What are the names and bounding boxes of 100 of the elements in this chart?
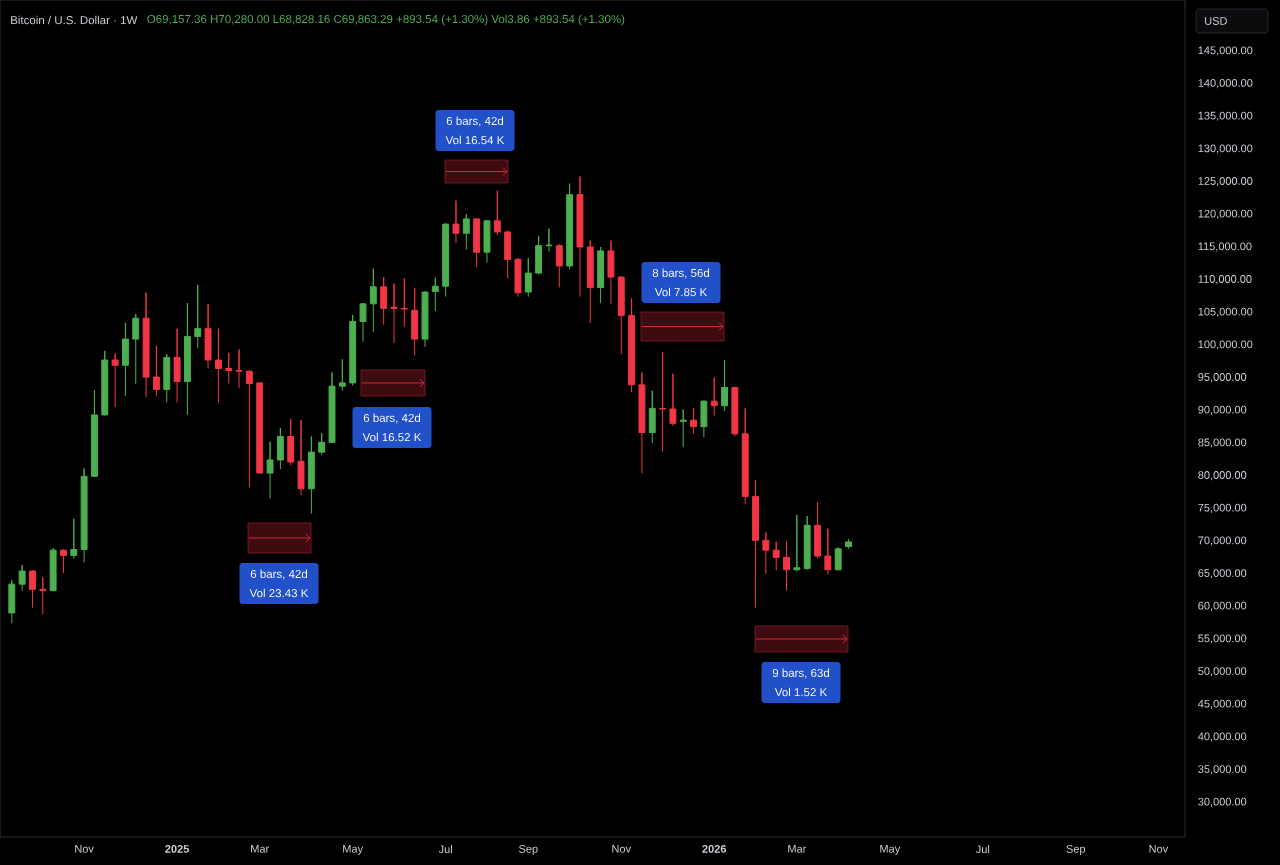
candlestick <box>586 239 594 324</box>
x-tick-label: Sep <box>519 845 538 855</box>
candlestick <box>318 432 326 456</box>
candlestick <box>834 547 842 571</box>
annotation: Vol 23.43 K <box>249 588 309 598</box>
x-tick-label: May <box>343 845 364 855</box>
candlestick <box>442 222 450 298</box>
candlestick <box>132 313 140 385</box>
y-tick-label: 125,000.00 <box>1198 177 1253 187</box>
annotation: 9 bars, 63d <box>772 668 830 679</box>
candlestick <box>566 183 574 270</box>
candlestick <box>824 528 832 575</box>
y-tick-label: 65,000.00 <box>1198 569 1247 579</box>
candlestick <box>390 283 398 344</box>
candlestick <box>483 219 491 264</box>
candlestick <box>18 564 26 592</box>
candlestick <box>173 328 181 403</box>
candlestick <box>752 479 759 609</box>
x-tick-label: Nov <box>1149 845 1169 853</box>
candlestick <box>29 569 36 609</box>
y-tick-label: 110,000.00 <box>1198 275 1252 285</box>
candlestick <box>266 441 274 500</box>
candlestick <box>214 328 222 403</box>
candlestick <box>349 314 357 386</box>
candlestick <box>803 515 811 571</box>
candlestick <box>514 257 522 298</box>
candlestick <box>400 277 408 328</box>
y-tick-label: 145,000.00 <box>1198 46 1253 56</box>
x-tick-label: Mar <box>788 845 807 853</box>
candlestick <box>731 386 739 437</box>
x-tick-label: Nov <box>75 845 94 853</box>
candlestick <box>473 217 481 268</box>
candlestick <box>555 243 563 288</box>
candlestick <box>452 200 460 244</box>
y-tick-label: 90,000.00 <box>1198 405 1247 415</box>
candlestick <box>504 230 512 279</box>
y-tick-label: 70,000.00 <box>1198 536 1247 546</box>
x-tick-label: 2026 <box>702 845 727 853</box>
annotation: Vol 16.54 K <box>445 135 505 145</box>
candlestick <box>597 246 605 304</box>
candlestick <box>152 345 160 397</box>
text: O69,157.36 H70,280.00 L68,828.16 C69,863.29 +893.54 (+1.30%) Vol3.86 +893.54 (+1.30%) <box>147 14 625 26</box>
candlestick <box>421 290 429 348</box>
candlestick <box>90 389 98 478</box>
candlestick <box>60 549 67 574</box>
y-tick-label: 105,000.00 <box>1198 307 1253 317</box>
candlestick <box>121 322 129 397</box>
candlestick <box>762 532 770 575</box>
annotation: 6 bars, 42d <box>363 413 421 424</box>
candlestick <box>307 435 315 515</box>
candlestick <box>535 235 543 275</box>
candlestick <box>679 409 687 448</box>
candlestick <box>814 501 821 560</box>
candlestick <box>225 352 233 385</box>
candlestick <box>607 239 615 305</box>
candlestick <box>8 579 16 624</box>
x-tick-label: Sep <box>1066 845 1086 855</box>
candlestick <box>659 351 667 452</box>
y-tick-label: 130,000.00 <box>1198 144 1253 154</box>
candlestick <box>411 287 419 356</box>
candlestick <box>235 349 243 389</box>
candlestick <box>524 257 532 298</box>
candlestick <box>462 213 470 251</box>
candlestick <box>256 381 264 475</box>
candlestick <box>431 277 439 312</box>
candlestick <box>845 538 852 550</box>
text: Bitcoin / U.S. Dollar · 1W <box>11 15 138 25</box>
candlestick <box>710 377 718 417</box>
candlestick <box>111 352 119 408</box>
x-tick-label: Jul <box>975 845 990 854</box>
x-tick-label: Mar <box>251 845 270 853</box>
y-tick-label: 75,000.00 <box>1198 503 1247 513</box>
annotation: 6 bars, 42d <box>250 569 308 580</box>
x-tick-label: Jul <box>438 845 452 854</box>
annotation: 8 bars, 56d <box>652 268 710 279</box>
candlestick <box>669 373 677 427</box>
candlestick <box>648 390 656 444</box>
annotation: Vol 1.52 K <box>774 687 828 697</box>
candlestick <box>183 302 191 416</box>
y-tick-label: 35,000.00 <box>1198 765 1247 775</box>
candlestick <box>39 577 47 615</box>
y-tick-label: 115,000.00 <box>1198 242 1252 252</box>
candlestick <box>793 514 801 573</box>
y-tick-label: 60,000.00 <box>1198 601 1247 611</box>
candlestick <box>70 518 78 560</box>
candlestick <box>101 350 109 417</box>
y-tick-label: 120,000.00 <box>1198 209 1253 219</box>
candlestick <box>194 284 202 349</box>
candlestick <box>328 371 336 444</box>
candlestick <box>576 175 584 298</box>
candlestick <box>493 190 501 236</box>
candlestick <box>297 419 305 496</box>
y-tick-label: 50,000.00 <box>1198 667 1247 677</box>
x-tick-label: Nov <box>612 845 631 853</box>
candlestick <box>772 541 780 571</box>
candlestick <box>338 358 346 392</box>
candlestick <box>690 407 698 435</box>
y-tick-label: 85,000.00 <box>1198 438 1247 448</box>
y-tick-label: 135,000.00 <box>1198 111 1253 121</box>
candlestick <box>359 302 367 343</box>
